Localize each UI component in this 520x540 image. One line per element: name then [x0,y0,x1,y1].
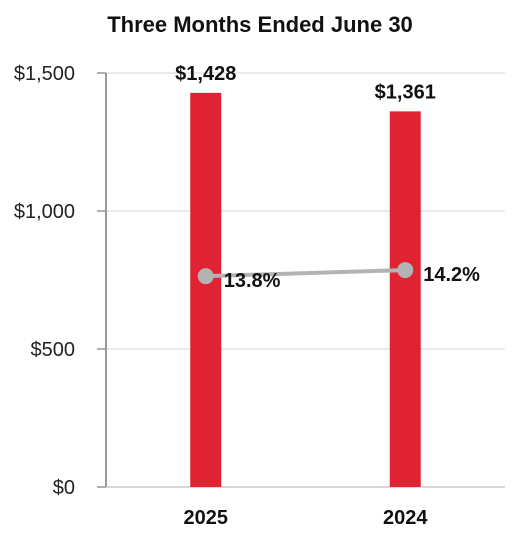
ratio-point-label: 13.8% [224,270,281,292]
bar [389,111,421,487]
ratio-point [197,268,214,285]
y-tick-label: $500 [31,339,76,361]
gridlines [106,72,505,350]
x-axis-ticks: 2025 2024 [184,507,429,529]
bar [190,92,222,487]
chart-title: Three Months Ended June 30 [107,12,413,37]
y-axis-ticks: $0 $500 $1,000 $1,500 [14,63,106,499]
ratio-line-series: 13.8% 14.2% [197,262,480,292]
y-tick-label: $1,000 [14,201,75,223]
y-tick-label: $0 [53,477,75,499]
y-tick-label: $1,500 [14,63,75,85]
ratio-line [205,268,406,279]
bar-labels: $1,428 $1,361 [175,63,436,103]
bars [190,92,421,487]
bar-value-label: $1,361 [375,81,436,103]
ratio-point [397,262,414,279]
bar-value-label: $1,428 [175,63,236,85]
x-tick-label: 2025 [184,507,229,529]
ratio-point-label: 14.2% [423,264,480,286]
x-tick-label: 2024 [383,507,428,529]
